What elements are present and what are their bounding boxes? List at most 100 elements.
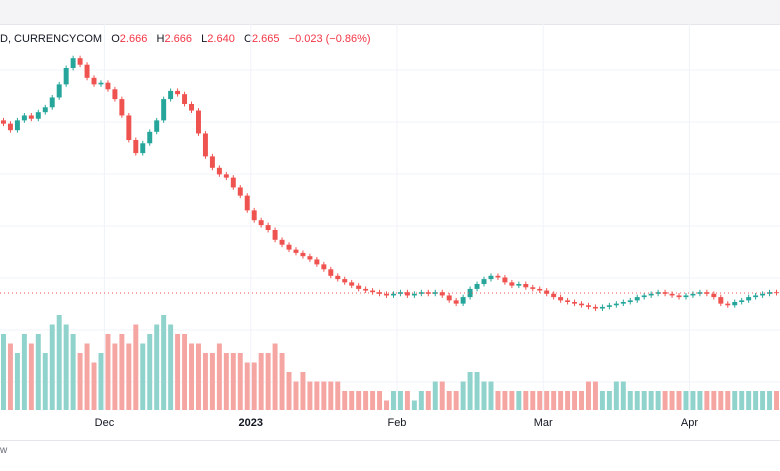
candle-body bbox=[42, 107, 48, 113]
volume-bar bbox=[516, 391, 522, 410]
candle-body bbox=[509, 282, 515, 286]
candle-body bbox=[620, 302, 626, 304]
volume-bar bbox=[377, 391, 383, 410]
candle-body bbox=[537, 288, 543, 291]
candle-body bbox=[14, 120, 20, 131]
volume-bar bbox=[356, 391, 362, 410]
volume-bar bbox=[613, 381, 619, 410]
candle-body bbox=[272, 230, 278, 240]
candle-body bbox=[746, 297, 752, 301]
volume-bar bbox=[154, 324, 160, 410]
candle-body bbox=[530, 287, 536, 289]
volume-bar bbox=[418, 391, 424, 410]
open-label: O bbox=[111, 33, 120, 45]
candle-body bbox=[551, 293, 557, 298]
volume-bar bbox=[411, 400, 417, 410]
volume-bar bbox=[391, 391, 396, 410]
candle-body bbox=[21, 115, 27, 121]
volume-bar bbox=[28, 343, 34, 410]
candle-body bbox=[112, 89, 118, 100]
volume-bar bbox=[328, 381, 334, 410]
candle-body bbox=[439, 292, 445, 296]
volume-bar bbox=[579, 391, 584, 410]
candle-body bbox=[725, 303, 731, 306]
volume-bar bbox=[732, 391, 738, 410]
volume-bar bbox=[690, 391, 696, 410]
volume-bar bbox=[216, 343, 222, 410]
volume-bar bbox=[439, 381, 445, 410]
candle-body bbox=[126, 115, 132, 140]
volume-bar bbox=[363, 391, 369, 410]
x-tick-label: Dec bbox=[95, 417, 115, 429]
candle-body bbox=[753, 295, 759, 298]
candle-body bbox=[572, 302, 578, 304]
candle-body bbox=[418, 292, 424, 294]
volume-bar bbox=[147, 334, 153, 410]
candle-body bbox=[182, 94, 188, 104]
volume-bar bbox=[7, 343, 13, 410]
volume-bar bbox=[140, 343, 146, 410]
candlestick-chart[interactable]: Dec2023FebMarAprMay bbox=[0, 0, 780, 440]
volume-bar bbox=[655, 391, 661, 410]
candle-body bbox=[63, 68, 69, 85]
candle-body bbox=[453, 300, 459, 304]
volume-bar bbox=[397, 391, 403, 410]
ohlc-legend: D, CURRENCYCOM O2.666 H2.666 L2.640 C2.6… bbox=[0, 33, 371, 45]
candle-body bbox=[314, 259, 320, 265]
volume-bar bbox=[488, 381, 494, 410]
candle-body bbox=[154, 120, 160, 132]
volume-bar bbox=[544, 391, 550, 410]
volume-bar bbox=[321, 381, 327, 410]
volume-bar bbox=[119, 334, 125, 410]
volume-bar bbox=[592, 381, 598, 410]
x-tick-label: Apr bbox=[681, 417, 698, 429]
candle-body bbox=[251, 210, 257, 221]
volume-bar bbox=[335, 381, 341, 410]
volume-bar bbox=[293, 381, 299, 410]
volume-bar bbox=[718, 391, 724, 410]
volume-bar bbox=[495, 391, 501, 410]
candle-body bbox=[579, 303, 584, 306]
volume-bar bbox=[258, 353, 264, 410]
candle-body bbox=[363, 288, 369, 291]
candle-body bbox=[648, 293, 654, 296]
volume-bar bbox=[627, 391, 633, 410]
volume-bar bbox=[586, 381, 591, 410]
candle-body bbox=[133, 140, 139, 154]
candle-body bbox=[669, 293, 675, 296]
high-label: H bbox=[156, 33, 165, 45]
volume-bar bbox=[49, 324, 55, 410]
volume-bar bbox=[565, 391, 571, 410]
candle-body bbox=[732, 302, 738, 306]
volume-bar bbox=[189, 343, 194, 410]
candle-body bbox=[28, 115, 34, 119]
volume-bar bbox=[620, 381, 626, 410]
volume-bar bbox=[530, 391, 536, 410]
candle-body bbox=[627, 300, 633, 302]
candle-body bbox=[209, 156, 215, 168]
candle-body bbox=[739, 300, 745, 302]
volume-bar bbox=[84, 343, 90, 410]
volume-bar bbox=[230, 353, 236, 410]
candle-body bbox=[704, 292, 710, 294]
volume-bar bbox=[286, 372, 292, 410]
candle-body bbox=[307, 256, 313, 260]
candle-body bbox=[279, 239, 285, 245]
low-label: L bbox=[201, 33, 208, 45]
volume-bar bbox=[572, 391, 578, 410]
volume-bar bbox=[175, 334, 181, 410]
candle-body bbox=[321, 264, 327, 270]
volume-bar bbox=[307, 381, 313, 410]
volume-bar bbox=[634, 391, 640, 410]
candle-body bbox=[91, 77, 97, 85]
candle-body bbox=[474, 284, 480, 289]
candle-body bbox=[293, 249, 299, 253]
candle-body bbox=[70, 58, 76, 68]
volume-bar bbox=[14, 353, 20, 410]
volume-bar bbox=[648, 391, 654, 410]
candle-body bbox=[105, 82, 111, 90]
symbol-label: D, CURRENCYCOM bbox=[0, 33, 103, 45]
volume-bar bbox=[237, 353, 243, 410]
candle-body bbox=[683, 295, 689, 298]
volume-bar bbox=[91, 362, 97, 410]
